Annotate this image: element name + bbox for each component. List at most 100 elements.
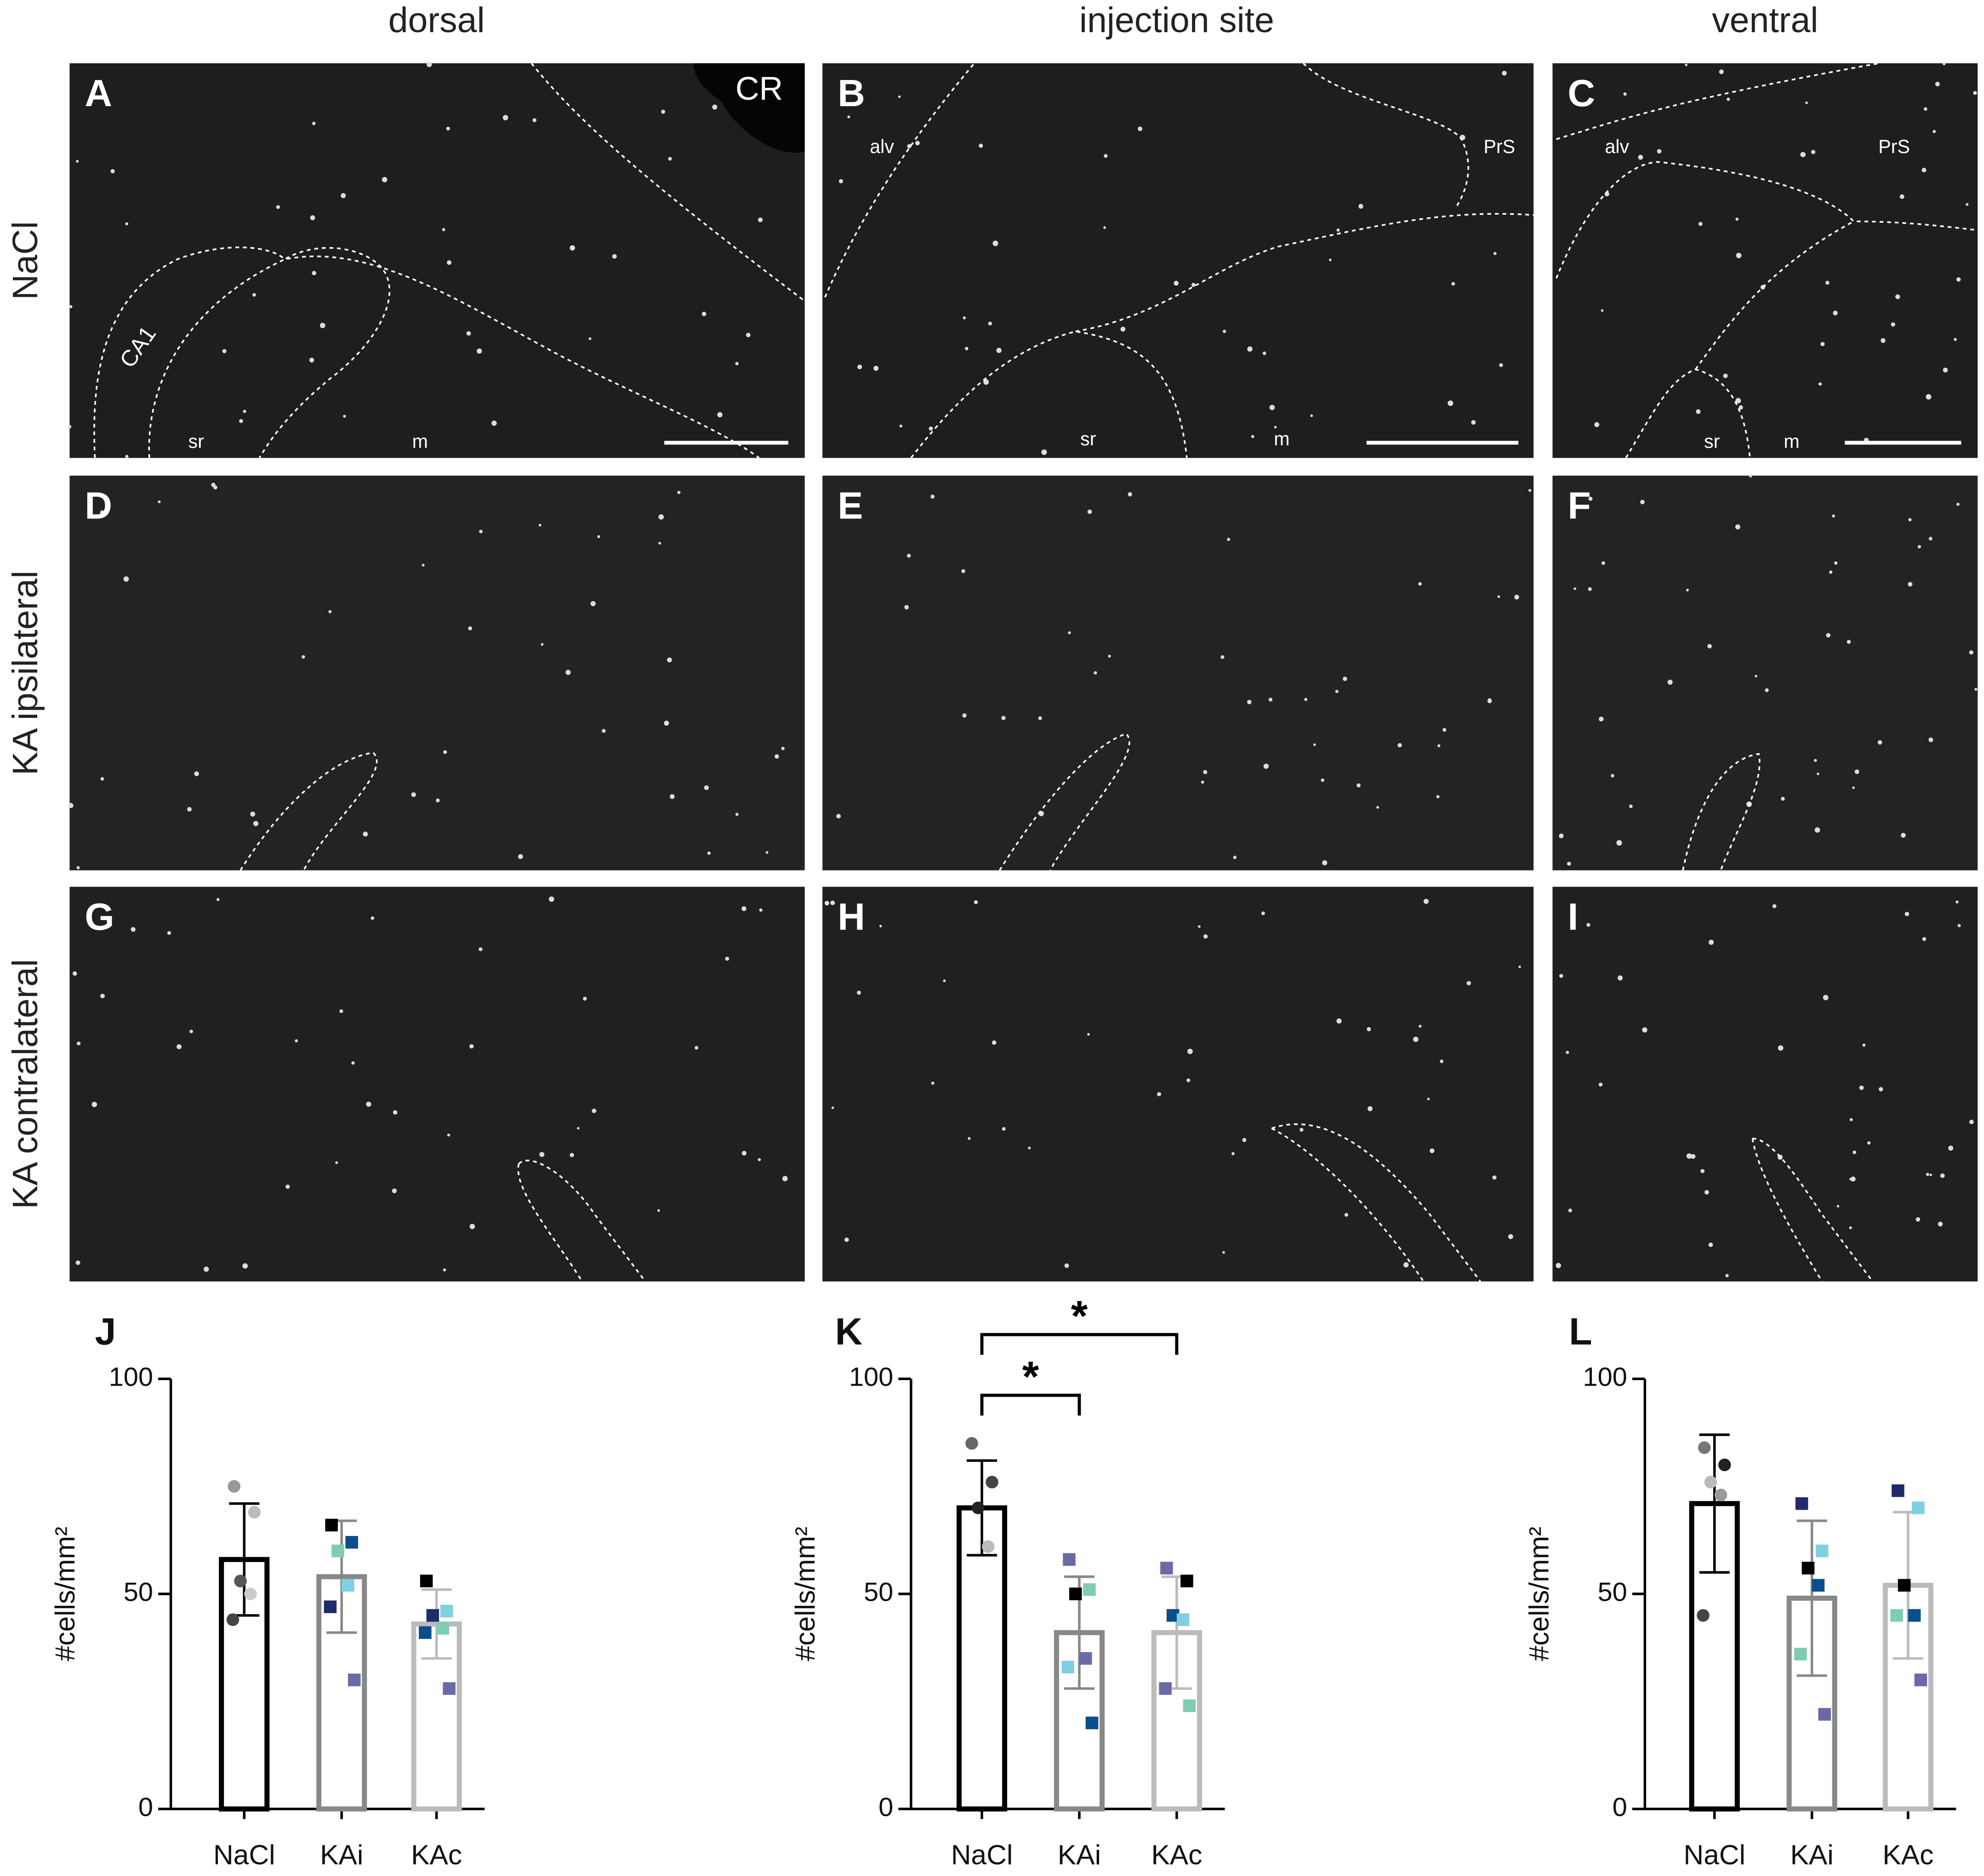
cell-speckle — [1899, 194, 1904, 199]
y-tick-label: 0 — [878, 1792, 893, 1822]
cell-speckle — [915, 141, 920, 146]
cell-speckle — [1849, 1118, 1853, 1121]
cell-speckle — [1343, 676, 1347, 681]
cell-speckle — [1719, 69, 1724, 74]
cell-speckle — [1696, 409, 1701, 414]
cell-speckle — [758, 1158, 761, 1161]
cell-speckle — [963, 316, 966, 319]
row-label: KA contralateral — [6, 959, 45, 1209]
cell-speckle — [1174, 280, 1179, 286]
cell-speckle — [341, 193, 346, 199]
cell-speckle — [1862, 1043, 1866, 1047]
cell-speckle — [1437, 744, 1441, 747]
cell-speckle — [1974, 688, 1978, 691]
cell-speckle — [695, 1046, 699, 1050]
cell-speckle — [1028, 1146, 1031, 1149]
region-label: m — [1784, 431, 1799, 452]
cell-speckle — [1038, 716, 1042, 720]
cell-speckle — [931, 1081, 935, 1085]
data-point — [1183, 1699, 1196, 1712]
cell-speckle — [1430, 1148, 1435, 1154]
cell-speckle — [1222, 330, 1226, 333]
cell-speckle — [930, 495, 935, 499]
cell-speckle — [1335, 689, 1339, 693]
cell-speckle — [363, 831, 368, 837]
cell-speckle — [1933, 130, 1936, 133]
x-tick-label: KAc — [1151, 1839, 1202, 1870]
cell-speckle — [1203, 770, 1208, 774]
cell-speckle — [1924, 107, 1927, 111]
data-point — [331, 1544, 344, 1558]
y-tick-label: 50 — [124, 1577, 153, 1607]
cell-speckle — [1559, 974, 1563, 978]
cell-speckle — [735, 362, 739, 365]
data-point — [426, 1609, 439, 1622]
cell-speckle — [1108, 654, 1111, 658]
cell-speckle — [943, 979, 946, 982]
cell-speckle — [1611, 774, 1614, 778]
cell-speckle — [72, 971, 77, 976]
cell-speckle — [741, 906, 747, 911]
cell-speckle — [1704, 1190, 1709, 1195]
cell-speckle — [539, 1152, 545, 1157]
x-tick-label: KAi — [320, 1839, 363, 1870]
data-point — [226, 1613, 239, 1626]
cell-speckle — [1104, 154, 1108, 158]
cell-speckle — [1442, 728, 1447, 732]
cell-speckle — [1749, 474, 1752, 478]
cell-speckle — [1191, 283, 1196, 287]
cell-speckle — [1667, 679, 1673, 685]
cell-speckle — [1942, 62, 1946, 65]
significance-label: * — [1022, 1353, 1039, 1401]
cell-speckle — [1850, 1176, 1856, 1182]
cell-speckle — [1120, 326, 1126, 332]
cell-speckle — [1829, 570, 1833, 574]
cell-speckle — [312, 121, 316, 125]
cell-speckle — [131, 927, 136, 932]
cell-speckle — [1725, 1274, 1729, 1278]
cell-speckle — [310, 215, 315, 221]
cell-speckle — [1231, 1152, 1235, 1155]
cell-speckle — [664, 720, 669, 726]
cell-speckle — [1274, 426, 1277, 429]
data-point — [1180, 1575, 1193, 1587]
data-point — [1697, 1609, 1710, 1622]
data-point — [1083, 1583, 1096, 1596]
data-point — [1812, 1579, 1825, 1592]
cell-speckle — [1041, 449, 1047, 455]
column-header: ventral — [1712, 0, 1818, 40]
cell-speckle — [1895, 294, 1900, 299]
cell-speckle — [295, 1039, 298, 1043]
cell-speckle — [1001, 716, 1006, 720]
significance-bracket — [980, 1393, 1081, 1416]
cell-speckle — [1321, 778, 1324, 782]
cell-speckle — [1247, 346, 1253, 352]
cell-speckle — [371, 916, 375, 920]
cell-speckle — [328, 610, 332, 614]
cell-speckle — [538, 523, 542, 527]
cell-speckle — [1811, 150, 1816, 154]
cell-speckle — [1800, 152, 1806, 158]
cell-speckle — [1805, 101, 1808, 104]
cell-speckle — [253, 821, 259, 826]
cell-speckle — [1853, 1150, 1856, 1154]
cell-speckle — [187, 807, 192, 812]
cell-speckle — [392, 1188, 397, 1194]
cell-speckle — [1817, 773, 1819, 775]
cell-speckle — [479, 947, 483, 951]
cell-speckle — [469, 1044, 474, 1049]
cell-speckle — [1943, 368, 1948, 373]
micrograph — [1552, 63, 1978, 458]
cell-speckle — [351, 1061, 355, 1065]
cell-speckle — [1367, 1027, 1371, 1031]
cell-speckle — [100, 777, 104, 781]
cell-speckle — [477, 348, 482, 354]
cell-speckle — [741, 1151, 747, 1156]
cell-speckle — [411, 792, 416, 797]
panel-letter: J — [95, 1311, 116, 1353]
cell-speckle — [216, 898, 220, 901]
cell-speckle — [830, 900, 835, 905]
cell-speckle — [1220, 655, 1225, 659]
cell-speckle — [68, 803, 74, 808]
data-point — [1898, 1579, 1911, 1592]
